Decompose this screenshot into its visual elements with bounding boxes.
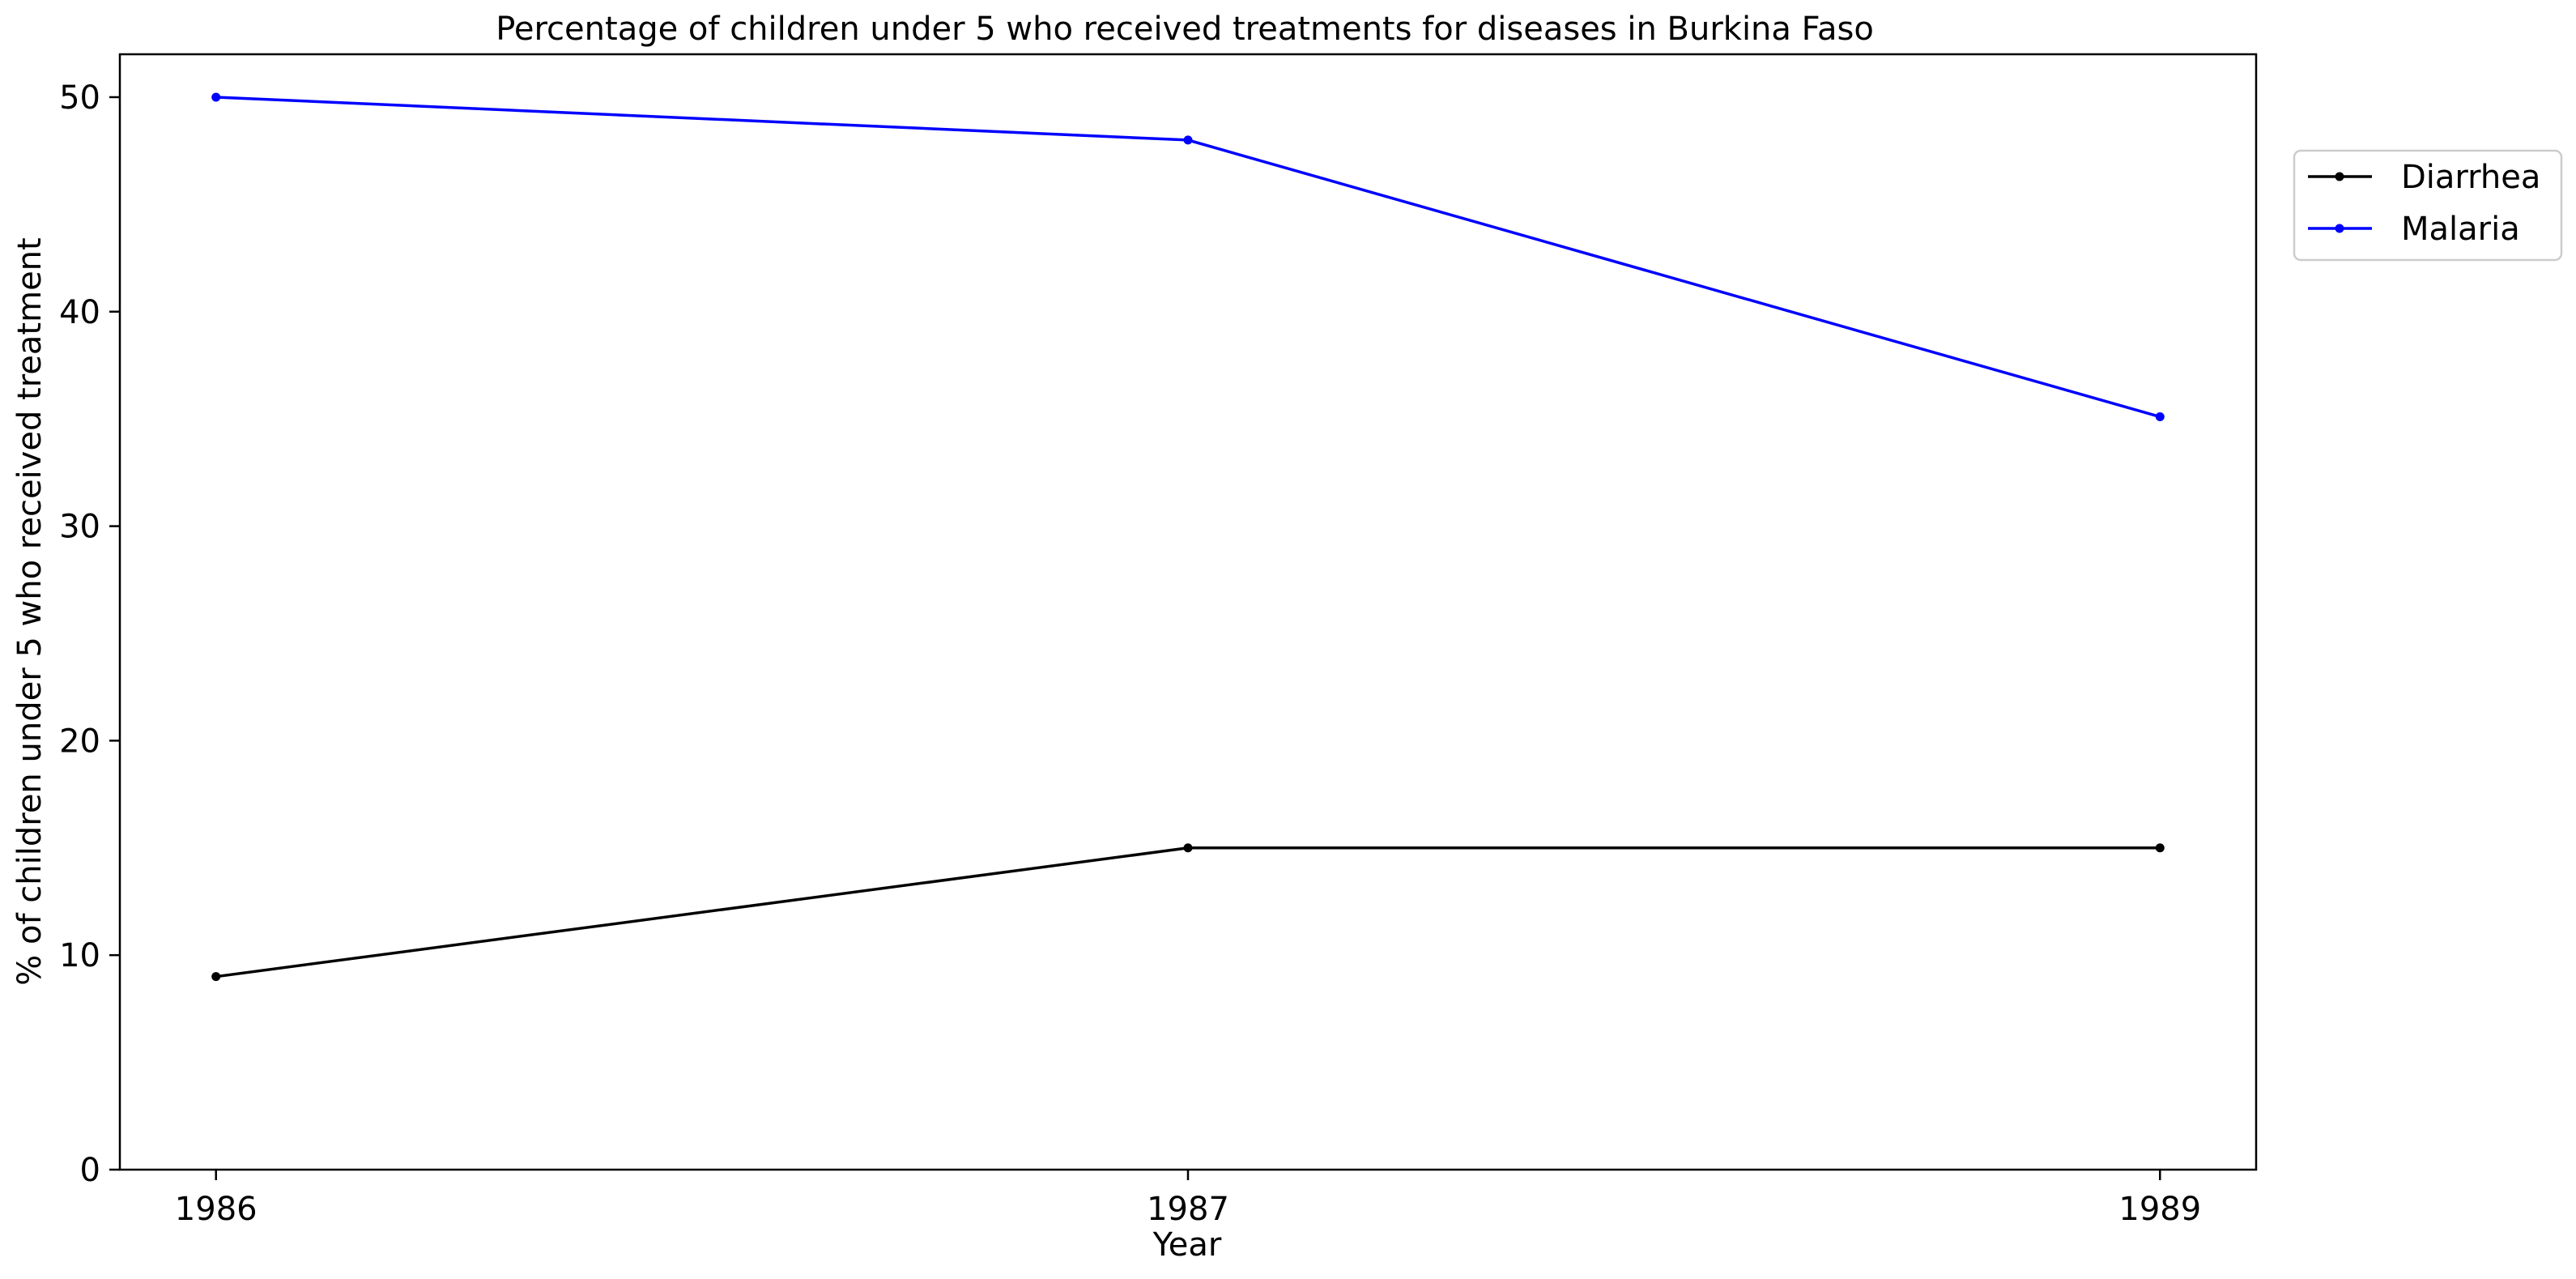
y-tick-label: 10	[59, 937, 100, 974]
y-tick-label: 50	[59, 79, 100, 117]
y-tick-label: 0	[80, 1152, 100, 1189]
legend: Diarrhea Malaria	[2293, 149, 2563, 262]
x-axis-label: Year	[1152, 1226, 1222, 1264]
data-point-diarrhea	[211, 972, 221, 982]
y-tick-label: 20	[59, 723, 100, 760]
data-point-diarrhea	[2155, 843, 2165, 853]
y-axis: 0 10 20 30 40 50	[59, 79, 120, 1189]
x-tick-label: 1987	[1147, 1191, 1229, 1228]
data-point-diarrhea	[1183, 843, 1193, 853]
legend-marker-diarrhea	[2335, 172, 2344, 181]
y-axis-label: % of children under 5 who received treat…	[11, 237, 49, 985]
x-tick-label: 1989	[2118, 1191, 2201, 1228]
legend-label-malaria: Malaria	[2401, 211, 2520, 248]
x-axis: 1986 1987 1989	[175, 1170, 2201, 1228]
y-tick-label: 40	[59, 294, 100, 331]
legend-label-diarrhea: Diarrhea	[2401, 159, 2540, 196]
plot-frame	[118, 53, 2258, 1171]
series-line-malaria	[215, 96, 2161, 419]
data-point-malaria	[2155, 412, 2165, 422]
plot-area	[118, 53, 2258, 1171]
y-tick-label: 30	[59, 509, 100, 546]
chart-title: Percentage of children under 5 who recei…	[496, 11, 1874, 48]
series-line-diarrhea	[215, 846, 2161, 978]
series-layer	[211, 92, 2165, 982]
legend-marker-malaria	[2335, 224, 2344, 233]
data-point-malaria	[1183, 135, 1193, 145]
data-point-malaria	[211, 92, 221, 102]
x-tick-label: 1986	[175, 1191, 258, 1228]
